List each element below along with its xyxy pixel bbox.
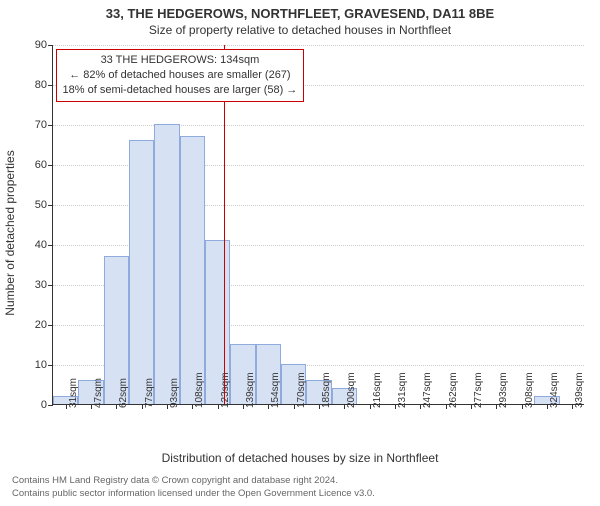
x-tick-label: 185sqm: [321, 372, 332, 408]
histogram-bar: [129, 140, 154, 404]
y-tick-label: 30: [35, 279, 47, 291]
y-tick-mark: [48, 125, 53, 126]
y-tick-label: 0: [41, 399, 47, 411]
y-tick-label: 60: [35, 159, 47, 171]
footer-line1: Contains HM Land Registry data © Crown c…: [12, 475, 588, 487]
x-tick-label: 77sqm: [144, 378, 155, 408]
x-tick-mark: [66, 404, 67, 409]
x-tick-mark: [471, 404, 472, 409]
y-tick-mark: [48, 245, 53, 246]
x-tick-label: 308sqm: [524, 372, 535, 408]
x-tick-label: 123sqm: [220, 372, 231, 408]
x-tick-label: 324sqm: [549, 372, 560, 408]
y-tick-mark: [48, 165, 53, 166]
x-tick-label: 200sqm: [346, 372, 357, 408]
y-tick-mark: [48, 365, 53, 366]
y-tick-mark: [48, 85, 53, 86]
gridline: [53, 125, 584, 126]
x-tick-label: 170sqm: [296, 372, 307, 408]
x-tick-mark: [243, 404, 244, 409]
histogram-chart: 010203040506070809031sqm47sqm62sqm77sqm9…: [52, 45, 584, 405]
y-tick-label: 80: [35, 79, 47, 91]
y-tick-label: 50: [35, 199, 47, 211]
y-tick-label: 40: [35, 239, 47, 251]
x-tick-mark: [294, 404, 295, 409]
x-tick-mark: [370, 404, 371, 409]
x-tick-label: 247sqm: [422, 372, 433, 408]
x-tick-label: 231sqm: [397, 372, 408, 408]
x-tick-mark: [218, 404, 219, 409]
plot-area: 010203040506070809031sqm47sqm62sqm77sqm9…: [52, 45, 584, 405]
x-tick-mark: [142, 404, 143, 409]
x-tick-mark: [319, 404, 320, 409]
title-main: 33, THE HEDGEROWS, NORTHFLEET, GRAVESEND…: [0, 6, 600, 21]
title-sub: Size of property relative to detached ho…: [0, 23, 600, 37]
x-tick-label: 154sqm: [270, 372, 281, 408]
y-tick-mark: [48, 45, 53, 46]
x-tick-label: 293sqm: [498, 372, 509, 408]
x-tick-label: 62sqm: [118, 378, 129, 408]
x-tick-label: 47sqm: [93, 378, 104, 408]
x-tick-mark: [91, 404, 92, 409]
footer-line2: Contains public sector information licen…: [12, 488, 588, 500]
info-box: 33 THE HEDGEROWS: 134sqm← 82% of detache…: [56, 49, 305, 102]
histogram-bar: [154, 124, 179, 404]
x-tick-mark: [446, 404, 447, 409]
footer: Contains HM Land Registry data © Crown c…: [12, 475, 588, 500]
info-box-line3: 18% of semi-detached houses are larger (…: [63, 83, 298, 98]
y-tick-label: 20: [35, 319, 47, 331]
x-tick-label: 31sqm: [68, 378, 79, 408]
x-axis-label: Distribution of detached houses by size …: [0, 451, 600, 465]
y-tick-mark: [48, 325, 53, 326]
y-tick-label: 90: [35, 39, 47, 51]
y-tick-mark: [48, 205, 53, 206]
info-box-line2: ← 82% of detached houses are smaller (26…: [63, 68, 298, 83]
y-tick-mark: [48, 405, 53, 406]
x-tick-mark: [522, 404, 523, 409]
x-tick-label: 339sqm: [574, 372, 585, 408]
y-tick-label: 70: [35, 119, 47, 131]
gridline: [53, 45, 584, 46]
info-box-line1: 33 THE HEDGEROWS: 134sqm: [63, 53, 298, 68]
y-tick-label: 10: [35, 359, 47, 371]
x-tick-mark: [395, 404, 396, 409]
histogram-bar: [180, 136, 205, 404]
x-tick-label: 139sqm: [245, 372, 256, 408]
x-tick-label: 216sqm: [372, 372, 383, 408]
x-tick-label: 277sqm: [473, 372, 484, 408]
y-tick-mark: [48, 285, 53, 286]
x-tick-label: 108sqm: [194, 372, 205, 408]
y-axis-label: Number of detached properties: [3, 150, 17, 315]
x-tick-label: 93sqm: [169, 378, 180, 408]
x-tick-label: 262sqm: [448, 372, 459, 408]
x-tick-mark: [167, 404, 168, 409]
x-tick-mark: [547, 404, 548, 409]
